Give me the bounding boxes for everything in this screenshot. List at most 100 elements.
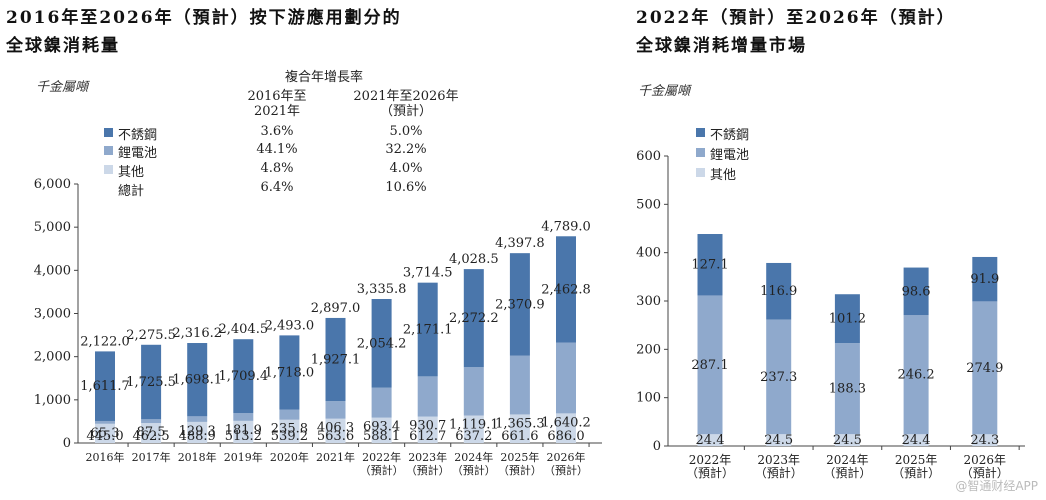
y-tick-label: 1,000 bbox=[34, 393, 71, 408]
x-tick-label: （預計） bbox=[452, 463, 496, 477]
left-stacked-bar-chart: 0 1,000 2,000 3,000 4,000 5,000 6,000 445.065.3… bbox=[34, 177, 602, 477]
legend-row-total: 總計 6.4% 10.6% bbox=[104, 180, 484, 199]
x-tick-label: （預計） bbox=[823, 465, 871, 480]
right-stacked-bar-chart: 010020030040050060024.4287.1127.12022年（預… bbox=[636, 149, 1025, 480]
data-label-battery: 65.3 bbox=[91, 426, 120, 441]
data-label-stainless: 1,709.4 bbox=[218, 369, 268, 384]
y-tick-label: 400 bbox=[636, 246, 661, 261]
cagr-2021-2026-value: 10.6% bbox=[385, 180, 427, 195]
bar-stainless bbox=[371, 299, 392, 388]
bar-stainless bbox=[141, 344, 162, 420]
bar-stainless bbox=[95, 351, 115, 421]
bar-other bbox=[463, 415, 484, 443]
x-tick-label: 2020年 bbox=[270, 450, 309, 464]
bar-battery bbox=[766, 319, 792, 435]
x-tick-label: （預計） bbox=[360, 463, 404, 477]
y-tick-label: 600 bbox=[636, 149, 661, 164]
data-label-stainless: 1,611.7 bbox=[80, 379, 130, 394]
bar-battery bbox=[509, 355, 530, 415]
bar-other bbox=[509, 414, 530, 443]
bar-other bbox=[766, 434, 792, 446]
bar-stainless bbox=[509, 253, 530, 356]
data-label-other: 488.9 bbox=[179, 429, 216, 444]
data-label-other: 445.0 bbox=[86, 429, 123, 444]
data-label-battery: 274.9 bbox=[966, 361, 1003, 376]
cagr-2021-2026-value: 32.2% bbox=[385, 142, 427, 157]
cagr-2021-2026-value: 4.0% bbox=[389, 161, 423, 176]
watermark: @智通财经APP bbox=[955, 479, 1038, 493]
y-tick-label: 4,000 bbox=[34, 263, 71, 278]
y-tick-label: 300 bbox=[636, 294, 661, 309]
x-tick-label: 2018年 bbox=[178, 450, 217, 464]
x-tick-label: （預計） bbox=[961, 465, 1009, 480]
stainless-swatch bbox=[696, 128, 705, 137]
y-tick-label: 5,000 bbox=[34, 220, 71, 235]
bar-battery bbox=[463, 367, 484, 416]
data-label-other: 462.5 bbox=[132, 429, 169, 444]
bar-stainless bbox=[834, 294, 860, 344]
x-tick-label: 2024年 bbox=[454, 450, 493, 464]
x-tick-label: 2019年 bbox=[224, 450, 263, 464]
data-label-other: 24.3 bbox=[970, 433, 999, 448]
bar-other bbox=[556, 413, 576, 443]
data-label-battery: 129.3 bbox=[179, 424, 216, 439]
bar-battery bbox=[233, 412, 254, 421]
bar-stainless bbox=[279, 335, 300, 410]
bar-other bbox=[903, 434, 929, 446]
x-tick-label: 2026年 bbox=[547, 450, 586, 464]
x-tick-label: 2021年 bbox=[316, 450, 355, 464]
battery-swatch bbox=[696, 148, 705, 157]
x-tick-label: （預計） bbox=[406, 463, 450, 477]
y-tick-label: 3,000 bbox=[34, 307, 71, 322]
x-tick-label: 2023年 bbox=[757, 453, 800, 467]
cagr-col1-header: 2016年至 2021年 bbox=[247, 89, 307, 119]
x-tick-label: 2016年 bbox=[86, 450, 125, 464]
bar-battery bbox=[187, 416, 208, 422]
data-label-stainless: 1,927.1 bbox=[311, 353, 361, 368]
x-tick-label: （預計） bbox=[498, 463, 542, 477]
data-label-stainless: 116.9 bbox=[760, 284, 797, 299]
legend-label: 總計 bbox=[118, 184, 145, 199]
x-tick-label: 2023年 bbox=[408, 450, 447, 464]
data-label-battery: 181.9 bbox=[225, 423, 262, 438]
x-tick-label: 2022年 bbox=[689, 453, 732, 467]
other-swatch bbox=[104, 165, 113, 174]
legend-row-battery: 鋰電池 44.1% 32.2% bbox=[104, 142, 484, 161]
data-label-stainless: 2,272.2 bbox=[449, 311, 499, 326]
legend-label: 不銹鋼 bbox=[118, 128, 158, 143]
bar-stainless bbox=[187, 343, 208, 417]
x-tick-label: 2022年 bbox=[362, 450, 401, 464]
data-label-stainless: 1,698.1 bbox=[172, 373, 222, 388]
bar-battery bbox=[556, 342, 576, 414]
left-unit-label: 千金屬噸 bbox=[36, 80, 89, 95]
x-tick-label: 2017年 bbox=[132, 450, 171, 464]
y-tick-label: 6,000 bbox=[34, 177, 71, 192]
total-label: 4,028.5 bbox=[449, 252, 499, 267]
bar-battery bbox=[834, 343, 860, 435]
bar-stainless bbox=[233, 339, 254, 413]
total-label: 3,335.8 bbox=[357, 282, 407, 297]
total-label: 3,714.5 bbox=[403, 266, 453, 281]
bar-battery bbox=[417, 376, 438, 417]
bar-other bbox=[325, 418, 346, 443]
data-label-battery: 1,119.1 bbox=[449, 417, 499, 432]
right-legend: 不銹鋼 鋰電池 其他 bbox=[696, 124, 816, 184]
x-tick-label: 2025年 bbox=[500, 450, 539, 464]
x-tick-label: 2024年 bbox=[826, 453, 869, 467]
bar-other bbox=[834, 434, 860, 446]
right-title-line2: 全球鎳消耗增量市場 bbox=[636, 36, 807, 56]
bar-other bbox=[697, 434, 723, 446]
bar-stainless bbox=[972, 256, 998, 302]
x-tick-label: （預計） bbox=[544, 463, 588, 477]
y-tick-label: 0 bbox=[653, 439, 661, 454]
total-label: 4,789.0 bbox=[541, 219, 591, 234]
data-label-stainless: 101.2 bbox=[829, 312, 866, 327]
data-label-stainless: 2,171.1 bbox=[403, 323, 453, 338]
data-label-other: 612.7 bbox=[409, 429, 446, 444]
data-label-stainless: 1,725.5 bbox=[126, 375, 176, 390]
left-title-line1: 2016年至2026年（預計）按下游應用劃分的 bbox=[6, 8, 402, 28]
left-title-line2: 全球鎳消耗量 bbox=[6, 36, 120, 56]
bar-battery bbox=[371, 387, 392, 418]
data-label-battery: 930.7 bbox=[409, 419, 446, 434]
legend-label: 其他 bbox=[118, 165, 145, 180]
